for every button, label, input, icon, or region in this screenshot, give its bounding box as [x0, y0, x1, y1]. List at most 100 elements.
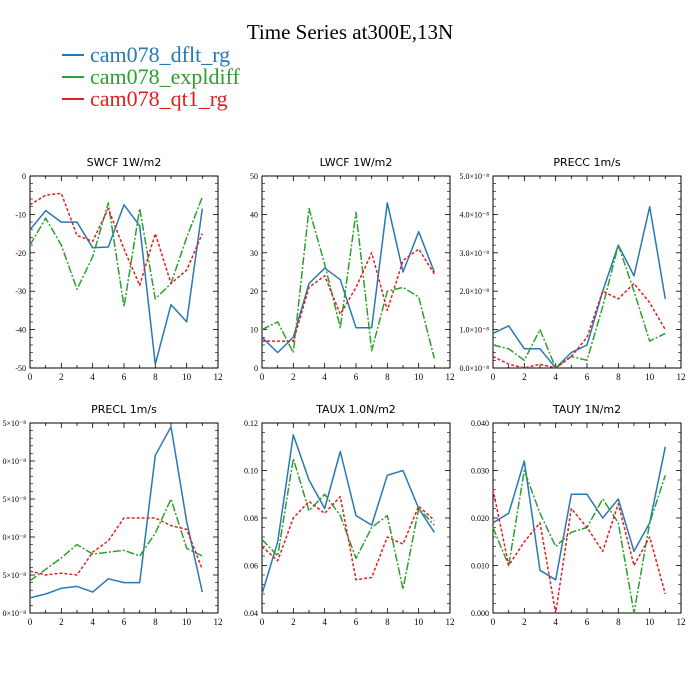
chart6-xtick-label: 8: [616, 617, 621, 627]
chart1-series-dflt: [29, 204, 204, 365]
chart6-xtick-label: 0: [491, 617, 496, 627]
chart6-xtick-label: 10: [645, 617, 655, 627]
chart4-ytick-label: 5×10⁻⁸: [2, 571, 26, 580]
chart3-ytick-label: 2.0×10⁻⁸: [459, 287, 489, 296]
chart5-xtick-label: 0: [260, 617, 265, 627]
chart1-ytick-label: -10: [15, 210, 26, 219]
chart1-series-qt1: [29, 192, 203, 287]
chart6-title: TAUY 1N/m2: [552, 403, 621, 416]
chart5-xtick-label: 8: [385, 617, 390, 627]
chart4-ytick-label: 0×10⁻⁸: [2, 457, 26, 466]
chart3-ytick-label: 0.0×10⁻⁸: [459, 364, 489, 373]
chart5-xtick-label: 2: [291, 617, 296, 627]
legend-swatch-dflt: [62, 54, 84, 56]
chart5-ytick-label: 0.10: [244, 467, 258, 476]
chart4-xtick-label: 12: [214, 617, 223, 627]
chart6-series-qt1: [492, 489, 667, 614]
chart5-xtick-label: 10: [414, 617, 424, 627]
legend-entry-qt1: cam078_qt1_rg: [62, 86, 240, 111]
chart5-xtick-label: 12: [446, 617, 455, 627]
chart4-series-dflt: [29, 426, 204, 599]
chart1-ytick-label: -20: [15, 249, 26, 258]
chart4-xtick-label: 4: [90, 617, 95, 627]
legend-label-dflt: cam078_dflt_rg: [90, 42, 231, 67]
chart1-series-expldiff: [29, 196, 203, 308]
chart4-xtick-label: 8: [153, 617, 158, 627]
chart5-xtick-label: 4: [322, 617, 327, 627]
chart2-xtick-label: 8: [385, 372, 390, 382]
chart1-xtick-label: 6: [122, 372, 127, 382]
chart5-series-qt1: [261, 495, 435, 581]
chart3-xtick-label: 0: [491, 372, 496, 382]
chart6-xtick-label: 4: [553, 617, 558, 627]
chart6-xtick-label: 6: [585, 617, 590, 627]
chart6-ytick-label: 0.030: [471, 467, 489, 476]
chart3-ytick-label: 5.0×10⁻⁸: [459, 172, 489, 181]
chart4-xtick-label: 2: [59, 617, 64, 627]
chart5-series-expldiff: [261, 457, 435, 591]
chart1-xtick-label: 12: [214, 372, 223, 382]
chart3-xtick-label: 10: [645, 372, 655, 382]
chart4-ytick-label: 0×10⁻⁸: [2, 609, 26, 618]
chart2-ytick-label: 10: [250, 326, 258, 335]
chart4-ytick-label: 5×10⁻⁸: [2, 495, 26, 504]
legend-entry-dflt: cam078_dflt_rg: [62, 42, 240, 67]
chart4-title: PRECL 1m/s: [91, 403, 157, 416]
chart5-ytick-label: 0.08: [244, 514, 258, 523]
legend-label-expldiff: cam078_expldiff: [90, 64, 240, 89]
chart2-ytick-label: 40: [250, 210, 258, 219]
chart3-title: PRECC 1m/s: [553, 156, 621, 169]
chart2-xtick-label: 2: [291, 372, 296, 382]
chart2-xtick-label: 10: [414, 372, 424, 382]
chart1-ytick-label: 0: [22, 172, 26, 181]
chart5-ytick-label: 0.12: [244, 419, 258, 428]
chart2-xtick-label: 4: [322, 372, 327, 382]
chart1-xtick-label: 2: [59, 372, 64, 382]
chart2-ytick-label: 20: [250, 287, 258, 296]
chart1-title: SWCF 1W/m2: [87, 156, 162, 169]
chart5-xtick-label: 6: [354, 617, 359, 627]
chart1-ytick-label: -30: [15, 287, 26, 296]
chart2-xtick-label: 12: [446, 372, 455, 382]
chart3-xtick-label: 6: [585, 372, 590, 382]
legend-swatch-qt1: [62, 98, 84, 100]
chart4-ytick-label: 5×10⁻⁸: [2, 419, 26, 428]
chart2-ytick-label: 0: [254, 364, 258, 373]
chart4-xtick-label: 10: [182, 617, 192, 627]
legend-entry-expldiff: cam078_expldiff: [62, 64, 240, 89]
chart3-series-qt1: [492, 282, 666, 369]
chart5-series-dflt: [261, 434, 435, 595]
chart2-series-qt1: [262, 248, 435, 342]
chart3-xtick-label: 2: [522, 372, 527, 382]
chart1-xtick-label: 8: [153, 372, 158, 382]
chart6-ytick-label: 0.010: [471, 562, 489, 571]
legend-swatch-expldiff: [62, 76, 84, 78]
chart6-ytick-label: 0.000: [471, 609, 489, 618]
chart5-ytick-label: 0.06: [244, 562, 258, 571]
chart6-xtick-label: 12: [677, 617, 686, 627]
chart1-xtick-label: 0: [28, 372, 33, 382]
chart1-xtick-label: 4: [90, 372, 95, 382]
chart4-series-expldiff: [29, 498, 203, 582]
chart5-title: TAUX 1.0N/m2: [315, 403, 396, 416]
chart2-frame: [261, 175, 451, 369]
chart2-xtick-label: 6: [354, 372, 359, 382]
chart3-xtick-label: 12: [677, 372, 686, 382]
chart3-ytick-label: 3.0×10⁻⁸: [459, 249, 489, 258]
chart1-ytick-label: -40: [15, 326, 26, 335]
chart6-series-expldiff: [492, 469, 667, 614]
main-title: Time Series at300E,13N: [246, 20, 454, 44]
chart6-series-dflt: [492, 446, 667, 581]
chart2-ytick-label: 50: [250, 172, 258, 181]
chart1-xtick-label: 10: [182, 372, 192, 382]
chart4-xtick-label: 0: [28, 617, 33, 627]
chart3-ytick-label: 4.0×10⁻⁸: [459, 210, 489, 219]
chart3-series-expldiff: [492, 244, 666, 369]
chart4-ytick-label: 0×10⁻⁸: [2, 533, 26, 542]
chart5-ytick-label: 0.04: [244, 609, 258, 618]
chart3-xtick-label: 8: [616, 372, 621, 382]
chart1-ytick-label: -50: [15, 364, 26, 373]
chart3-ytick-label: 1.0×10⁻⁸: [459, 326, 489, 335]
chart3-series-dflt: [492, 205, 667, 369]
